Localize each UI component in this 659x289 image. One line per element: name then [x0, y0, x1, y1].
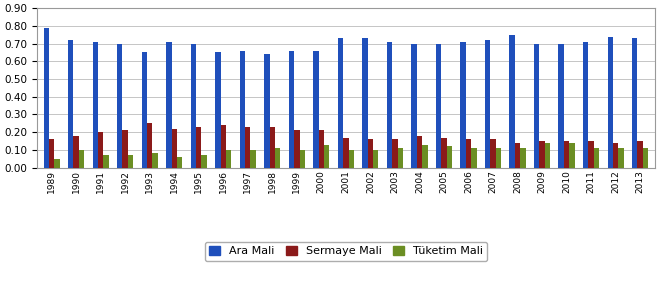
- Bar: [171, 129, 177, 168]
- Bar: [215, 53, 221, 168]
- Bar: [324, 144, 330, 168]
- Bar: [447, 146, 452, 168]
- Bar: [618, 148, 623, 168]
- Bar: [319, 130, 324, 168]
- Bar: [520, 148, 526, 168]
- Bar: [539, 141, 545, 168]
- Bar: [588, 141, 594, 168]
- Bar: [54, 159, 60, 168]
- Bar: [608, 36, 613, 168]
- Bar: [79, 150, 84, 168]
- Bar: [416, 136, 422, 168]
- Bar: [166, 42, 171, 168]
- Bar: [270, 127, 275, 168]
- Bar: [264, 54, 270, 168]
- Bar: [583, 42, 588, 168]
- Bar: [594, 148, 599, 168]
- Bar: [564, 141, 569, 168]
- Bar: [117, 44, 123, 168]
- Bar: [422, 144, 428, 168]
- Bar: [558, 44, 564, 168]
- Bar: [103, 155, 109, 168]
- Bar: [534, 44, 539, 168]
- Bar: [368, 139, 373, 168]
- Bar: [338, 38, 343, 168]
- Bar: [240, 51, 245, 168]
- Bar: [68, 40, 73, 168]
- Bar: [92, 42, 98, 168]
- Bar: [442, 138, 447, 168]
- Bar: [202, 155, 207, 168]
- Bar: [177, 157, 183, 168]
- Bar: [313, 51, 319, 168]
- Bar: [632, 38, 637, 168]
- Bar: [190, 44, 196, 168]
- Bar: [461, 42, 466, 168]
- Bar: [147, 123, 152, 168]
- Bar: [373, 150, 378, 168]
- Bar: [613, 143, 618, 168]
- Bar: [73, 136, 79, 168]
- Bar: [343, 138, 349, 168]
- Bar: [123, 130, 128, 168]
- Bar: [289, 51, 294, 168]
- Bar: [387, 42, 392, 168]
- Bar: [226, 150, 231, 168]
- Bar: [245, 127, 250, 168]
- Bar: [471, 148, 476, 168]
- Legend: Ara Mali, Sermaye Mali, Tüketim Mali: Ara Mali, Sermaye Mali, Tüketim Mali: [205, 242, 487, 261]
- Bar: [43, 28, 49, 168]
- Bar: [637, 141, 643, 168]
- Bar: [509, 35, 515, 168]
- Bar: [221, 125, 226, 168]
- Bar: [397, 148, 403, 168]
- Bar: [196, 127, 202, 168]
- Bar: [496, 148, 501, 168]
- Bar: [299, 150, 305, 168]
- Bar: [545, 143, 550, 168]
- Bar: [349, 150, 354, 168]
- Bar: [643, 148, 648, 168]
- Bar: [436, 44, 442, 168]
- Bar: [152, 153, 158, 168]
- Bar: [142, 53, 147, 168]
- Bar: [98, 132, 103, 168]
- Bar: [362, 38, 368, 168]
- Bar: [128, 155, 133, 168]
- Bar: [569, 143, 575, 168]
- Bar: [466, 139, 471, 168]
- Bar: [411, 44, 416, 168]
- Bar: [392, 139, 397, 168]
- Bar: [485, 40, 490, 168]
- Bar: [275, 148, 280, 168]
- Bar: [250, 150, 256, 168]
- Bar: [49, 139, 54, 168]
- Bar: [490, 139, 496, 168]
- Bar: [515, 143, 520, 168]
- Bar: [294, 130, 299, 168]
